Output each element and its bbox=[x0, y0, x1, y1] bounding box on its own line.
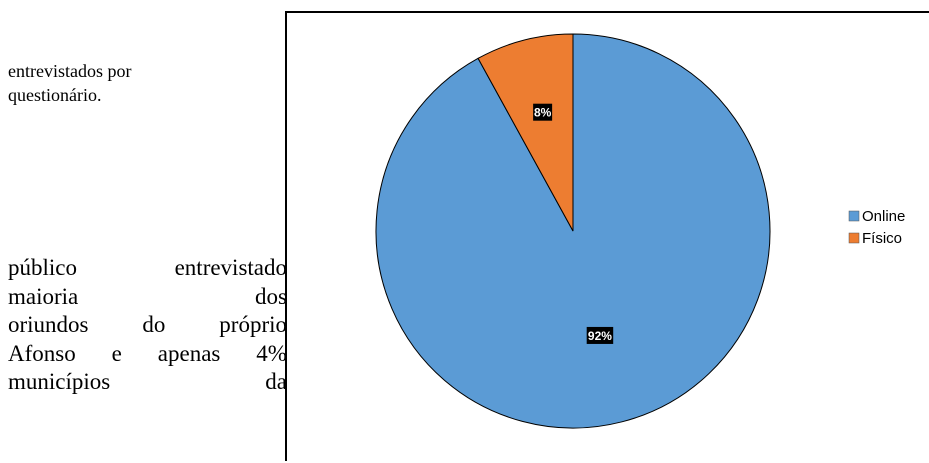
pie-slices bbox=[375, 33, 771, 429]
body-line: oriundos do próprio bbox=[8, 311, 287, 340]
pie-slice-físico bbox=[477, 33, 574, 232]
legend-label-físico: Físico bbox=[862, 230, 902, 247]
word: dos bbox=[255, 283, 287, 309]
data-label-físico: 8% bbox=[534, 106, 552, 120]
word: da bbox=[265, 369, 287, 394]
caption-line: questionário. bbox=[8, 85, 102, 105]
word: entrevistado bbox=[174, 255, 287, 280]
legend-swatch-físico bbox=[848, 232, 860, 244]
word: e bbox=[111, 340, 122, 366]
body-line: público entrevistado bbox=[8, 254, 287, 283]
data-label-background bbox=[533, 103, 553, 121]
pie-chart: 92% 8% Online Físico bbox=[375, 33, 905, 429]
body-paragraph: público entrevistado maioria dos oriundo… bbox=[8, 254, 287, 397]
word: oriundos bbox=[8, 312, 89, 337]
word: do bbox=[142, 312, 166, 337]
chart-frame: 92% 8% Online Físico bbox=[285, 11, 929, 461]
word: maioria bbox=[8, 283, 79, 309]
caption-text: entrevistados por questionário. bbox=[8, 59, 278, 107]
legend-label-online: Online bbox=[862, 208, 905, 225]
body-line: municípios da bbox=[8, 368, 287, 397]
legend-swatch-online bbox=[848, 210, 860, 222]
word: próprio bbox=[219, 312, 287, 337]
body-line: maioria dos bbox=[8, 283, 287, 312]
pie-labels: 92% 8% bbox=[533, 103, 614, 344]
data-label-online: 92% bbox=[588, 329, 612, 343]
data-label-background bbox=[586, 326, 614, 344]
word: 4% bbox=[256, 340, 287, 366]
word: apenas bbox=[157, 340, 221, 366]
word: Afonso bbox=[8, 340, 76, 366]
word: público bbox=[8, 255, 77, 280]
caption-line: entrevistados por bbox=[8, 61, 132, 81]
word: municípios bbox=[8, 369, 111, 394]
legend: Online Físico bbox=[848, 208, 905, 247]
body-line: Afonso e apenas 4% bbox=[8, 340, 287, 369]
